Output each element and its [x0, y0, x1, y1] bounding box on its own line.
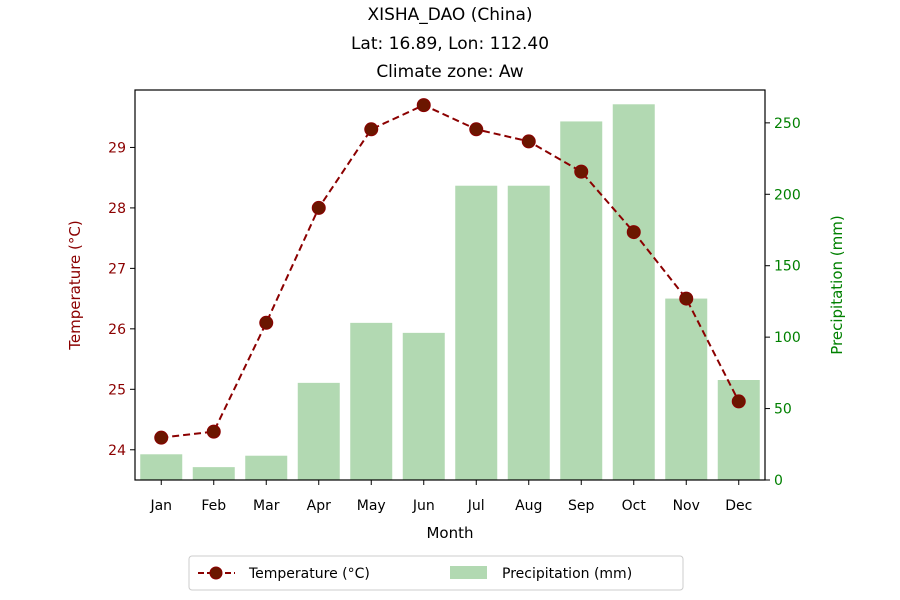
precipitation-bar-oct [612, 104, 655, 481]
legend-temperature-label: Temperature (°C) [248, 566, 370, 582]
temperature-point-jun [416, 98, 431, 113]
temperature-point-oct [626, 225, 641, 240]
left-axis-label: Temperature (°C) [66, 220, 84, 350]
x-tick-label-sep: Sep [568, 498, 595, 514]
chart-title-line-3: Climate zone: Aw [376, 62, 523, 82]
right-axis-label: Precipitation (mm) [828, 215, 846, 354]
precipitation-bar-feb [192, 467, 235, 480]
x-tick-label-feb: Feb [201, 498, 226, 514]
precipitation-bar-apr [297, 382, 340, 480]
legend-temperature-marker [209, 566, 223, 580]
precipitation-axis: 0 50 100 150 200 250 [765, 116, 801, 489]
temperature-series-line [161, 104, 740, 439]
left-tick-label: 26 [108, 322, 126, 338]
precipitation-bars [140, 104, 760, 481]
x-tick-label-jan: Jan [149, 498, 172, 514]
right-tick-label: 200 [774, 187, 801, 203]
right-tick-label: 0 [774, 473, 783, 489]
x-axis-label: Month [426, 524, 473, 542]
temperature-point-jan [154, 430, 169, 445]
left-tick-label: 25 [108, 382, 126, 398]
left-tick-label: 27 [108, 261, 126, 277]
precipitation-bar-may [350, 322, 393, 480]
legend-precipitation-swatch [450, 566, 487, 579]
precipitation-bar-mar [245, 455, 288, 480]
temperature-axis: 24 25 26 27 28 29 [108, 140, 135, 459]
x-tick-label-dec: Dec [725, 498, 752, 514]
temperature-point-may [364, 122, 379, 137]
precipitation-bar-jul [455, 185, 498, 480]
x-tick-label-apr: Apr [307, 498, 331, 514]
x-tick-label-may: May [357, 498, 386, 514]
x-tick-label-nov: Nov [673, 498, 700, 514]
chart-title-line-1: XISHA_DAO (China) [367, 5, 532, 25]
chart-title: XISHA_DAO (China) Lat: 16.89, Lon: 112.4… [351, 5, 549, 82]
legend: Temperature (°C) Precipitation (mm) [188, 555, 684, 591]
temperature-line [154, 98, 746, 445]
x-tick-label-mar: Mar [253, 498, 280, 514]
left-tick-label: 24 [108, 443, 126, 459]
precipitation-bar-aug [507, 185, 550, 480]
right-tick-label: 100 [774, 330, 801, 346]
temperature-point-aug [521, 134, 536, 149]
precipitation-bar-sep [560, 121, 603, 480]
x-tick-label-aug: Aug [515, 498, 542, 514]
chart-title-line-2: Lat: 16.89, Lon: 112.40 [351, 34, 549, 54]
precipitation-bar-nov [665, 298, 708, 480]
x-tick-label-oct: Oct [622, 498, 647, 514]
temperature-point-sep [574, 164, 589, 179]
x-tick-label-jun: Jun [412, 498, 435, 514]
temperature-point-feb [206, 424, 221, 439]
precipitation-bar-jan [140, 454, 183, 480]
temperature-point-dec [731, 394, 746, 409]
plot-frame [134, 89, 766, 481]
temperature-point-mar [259, 315, 274, 330]
month-axis: Jan Feb Mar Apr May Jun Jul Aug Sep Oct Nov Dec [149, 480, 752, 514]
left-tick-label: 28 [108, 201, 126, 217]
precipitation-bar-jun [402, 332, 445, 480]
right-tick-label: 250 [774, 116, 801, 132]
temperature-point-jul [469, 122, 484, 137]
right-tick-label: 50 [774, 402, 792, 418]
right-tick-label: 150 [774, 259, 801, 275]
left-tick-label: 29 [108, 140, 126, 156]
x-tick-label-jul: Jul [467, 498, 485, 514]
legend-precipitation-label: Precipitation (mm) [502, 566, 632, 582]
legend-box [188, 555, 684, 591]
temperature-point-nov [679, 291, 694, 306]
temperature-point-apr [311, 200, 326, 215]
